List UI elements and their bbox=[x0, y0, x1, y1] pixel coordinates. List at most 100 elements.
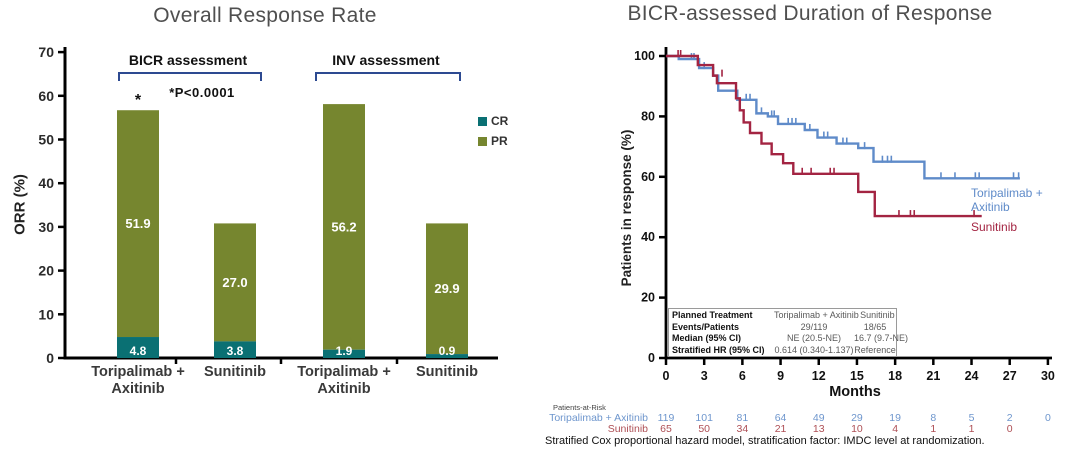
dor-chart-title: BICR-assessed Duration of Response bbox=[627, 2, 993, 25]
km-y-tick-label: 100 bbox=[634, 49, 655, 63]
stats-table-row: Events/Patients 29/119 18/65 bbox=[669, 322, 896, 334]
bar-category-label: Toripalimab + Axitinib bbox=[297, 364, 391, 397]
at-risk-count: 0 bbox=[1006, 423, 1013, 435]
at-risk-count: 8 bbox=[930, 412, 937, 424]
km-stats-table: Planned Treatment Toripalimab + Axitinib S… bbox=[668, 308, 908, 357]
legend-label-cr: CR bbox=[491, 114, 509, 128]
stats-table-cell: Planned Treatment bbox=[672, 310, 753, 320]
cr-bar-segment bbox=[323, 349, 365, 358]
model-footnote: Stratified Cox proportional hazard model… bbox=[545, 435, 985, 447]
orr-y-tick-label: 20 bbox=[38, 263, 54, 279]
cr-value-label: 4.8 bbox=[130, 344, 147, 358]
km-curve bbox=[666, 54, 1020, 180]
km-x-tick-label: 3 bbox=[701, 369, 708, 383]
km-x-tick-label: 12 bbox=[812, 369, 826, 383]
at-risk-count: 29 bbox=[851, 412, 863, 424]
cr-value-label: 0.9 bbox=[439, 344, 456, 358]
inv-bracket bbox=[315, 72, 461, 81]
cr-value-label: 3.8 bbox=[227, 344, 244, 358]
bar-category-label: Sunitinib bbox=[415, 364, 478, 380]
cr-bar-segment bbox=[426, 354, 468, 358]
pr-bar-segment bbox=[214, 223, 256, 342]
cr-color-swatch bbox=[478, 116, 487, 126]
stats-table-cell: Events/Patients bbox=[672, 321, 740, 332]
at-risk-count: 13 bbox=[812, 423, 825, 435]
km-curve bbox=[666, 54, 982, 218]
dor-y-axis-label: Patients in response (%) bbox=[619, 129, 634, 287]
km-x-tick-label: 18 bbox=[888, 369, 902, 383]
stats-table-cell: Toripalimab + Axitinib bbox=[774, 310, 859, 320]
bar-category-label: Sunitinib bbox=[203, 364, 266, 380]
stats-table-cell: 18/65 bbox=[863, 321, 887, 332]
at-risk-count: 65 bbox=[660, 423, 672, 435]
at-risk-row-label-sunitinib: Sunitinib bbox=[607, 423, 648, 435]
km-x-tick-label: 21 bbox=[926, 369, 940, 383]
pr-value-label: 56.2 bbox=[331, 219, 356, 234]
km-x-tick-label: 6 bbox=[739, 369, 746, 383]
orr-chart-title: Overall Response Rate bbox=[153, 4, 377, 27]
at-risk-count: 1 bbox=[968, 423, 975, 435]
orr-y-tick-label: 30 bbox=[38, 219, 54, 235]
cr-pr-legend: CR PR bbox=[478, 114, 508, 154]
km-y-tick-label: 40 bbox=[641, 230, 655, 244]
cr-bar-segment bbox=[117, 337, 159, 358]
pr-color-swatch bbox=[478, 136, 487, 146]
km-x-tick-label: 9 bbox=[777, 369, 784, 383]
sunitinib-curve-label: Sunitinib bbox=[971, 220, 1018, 234]
stats-table-cell: 0.614 (0.340-1.137) bbox=[774, 344, 854, 355]
orr-y-tick-label: 10 bbox=[38, 306, 54, 322]
cr-bar-segment bbox=[214, 341, 256, 358]
bicr-bracket bbox=[118, 72, 262, 81]
at-risk-count: 50 bbox=[698, 423, 711, 435]
inv-group-header: INV assessment bbox=[332, 52, 440, 68]
legend-label-pr: PR bbox=[491, 134, 508, 148]
p-value-annotation: *P<0.0001 bbox=[169, 85, 235, 100]
at-risk-count: 2 bbox=[1006, 412, 1013, 424]
pr-bar-segment bbox=[323, 104, 365, 350]
pr-bar-segment bbox=[426, 223, 468, 355]
at-risk-count: 10 bbox=[851, 423, 863, 435]
orr-y-tick-label: 0 bbox=[46, 350, 54, 366]
legend-item-pr: PR bbox=[478, 134, 508, 148]
km-x-tick-label: 27 bbox=[1003, 369, 1017, 383]
km-y-tick-label: 80 bbox=[641, 109, 655, 123]
at-risk-count: 21 bbox=[774, 423, 787, 435]
bar-category-label: Toripalimab + Axitinib bbox=[91, 364, 185, 397]
cr-value-label: 1.9 bbox=[336, 344, 353, 358]
km-y-tick-label: 0 bbox=[648, 351, 655, 365]
stats-table-cell: Reference bbox=[854, 344, 896, 355]
at-risk-count: 49 bbox=[812, 412, 825, 424]
pr-value-label: 51.9 bbox=[125, 216, 150, 231]
dor-x-axis-label: Months bbox=[829, 384, 881, 400]
pr-value-label: 29.9 bbox=[434, 281, 459, 296]
legend-item-cr: CR bbox=[478, 114, 508, 128]
at-risk-count: 64 bbox=[774, 412, 787, 424]
stats-table-cell: Stratified HR (95% CI) bbox=[672, 344, 765, 355]
orr-y-tick-label: 40 bbox=[38, 175, 54, 191]
km-y-tick-label: 60 bbox=[641, 170, 655, 184]
km-x-tick-label: 0 bbox=[663, 369, 670, 383]
at-risk-count: 0 bbox=[1044, 412, 1051, 424]
stats-table-cell: Median (95% CI) bbox=[672, 333, 742, 343]
at-risk-count: 4 bbox=[892, 423, 899, 435]
at-risk-count: 1 bbox=[930, 423, 937, 435]
pr-value-label: 27.0 bbox=[222, 275, 247, 290]
stats-table-cell: 29/119 bbox=[800, 321, 828, 332]
stats-table-row: Planned Treatment Toripalimab + Axitinib S… bbox=[669, 310, 896, 322]
stats-table-cell: Sunitinib bbox=[860, 310, 895, 320]
stats-table-row: Median (95% CI) NE (20.5-NE) 16.7 (9.7-NE) bbox=[669, 333, 908, 345]
km-x-tick-label: 24 bbox=[965, 369, 979, 383]
patients-at-risk-title: Patients-at-Risk bbox=[553, 403, 606, 412]
bicr-group-header: BICR assessment bbox=[128, 52, 248, 68]
at-risk-count: 81 bbox=[736, 412, 749, 424]
km-x-tick-label: 15 bbox=[850, 369, 864, 383]
orr-y-tick-label: 60 bbox=[38, 88, 54, 104]
toripalimab-curve-label: Toripalimab + Axitinib bbox=[971, 186, 1043, 214]
orr-y-tick-label: 50 bbox=[38, 132, 54, 148]
at-risk-count: 19 bbox=[889, 412, 901, 424]
stats-table-row: Stratified HR (95% CI) 0.614 (0.340-1.137… bbox=[669, 345, 896, 357]
orr-y-tick-label: 70 bbox=[38, 44, 54, 60]
stats-table-cell: 16.7 (9.7-NE) bbox=[854, 333, 909, 343]
at-risk-count: 5 bbox=[968, 412, 975, 424]
